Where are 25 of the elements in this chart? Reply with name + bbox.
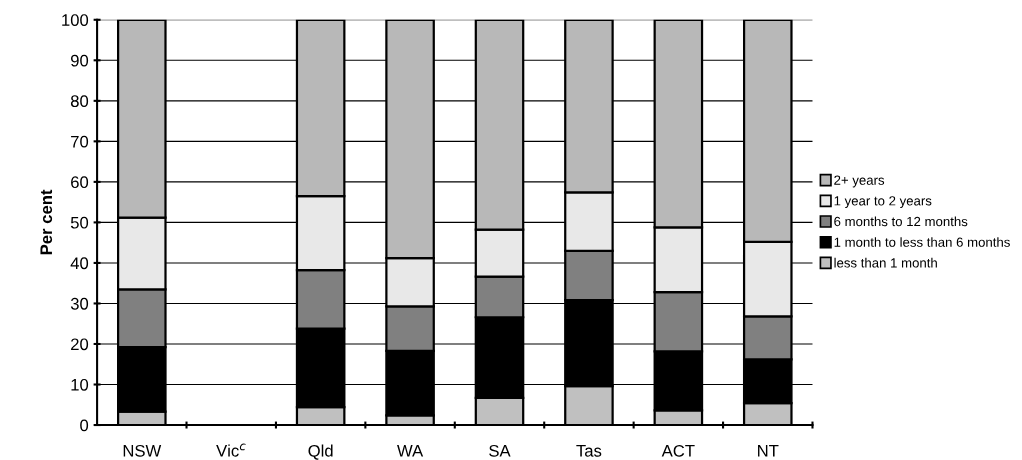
legend-label: 1 month to less than 6 months [834,237,1010,247]
y-tick-label: 30 [70,297,89,310]
x-tick-label: NT [758,445,779,457]
legend-label: 6 months to 12 months [834,216,968,227]
x-tick-label: WA [397,445,424,457]
y-tick-label: 80 [70,95,89,108]
y-tick-label: 50 [70,216,89,229]
y-tick-label: 90 [71,54,89,67]
x-tick-label: NSW [123,444,162,457]
x-tick-label: Vic$^{c}$ [216,443,246,457]
legend-label: 2+ years [834,175,885,188]
y-tick-label: 10 [71,378,89,391]
x-tick-label: ACT [661,444,695,457]
x-tick-label: Tas [576,445,602,457]
y-tick-label: 100 [62,14,89,26]
y-tick-label: 70 [71,135,89,148]
x-tick-label: Qld [308,444,333,460]
legend-label: less than 1 month [834,257,937,268]
legend-label: 1 year to 2 years [834,196,932,209]
y-tick-label: 60 [71,176,89,189]
y-tick-label: 0 [80,419,89,432]
y-axis-title: Per cent [40,189,53,255]
y-tick-label: 40 [70,257,89,270]
x-tick-label: SA [489,444,511,457]
y-tick-label: 20 [71,338,89,351]
